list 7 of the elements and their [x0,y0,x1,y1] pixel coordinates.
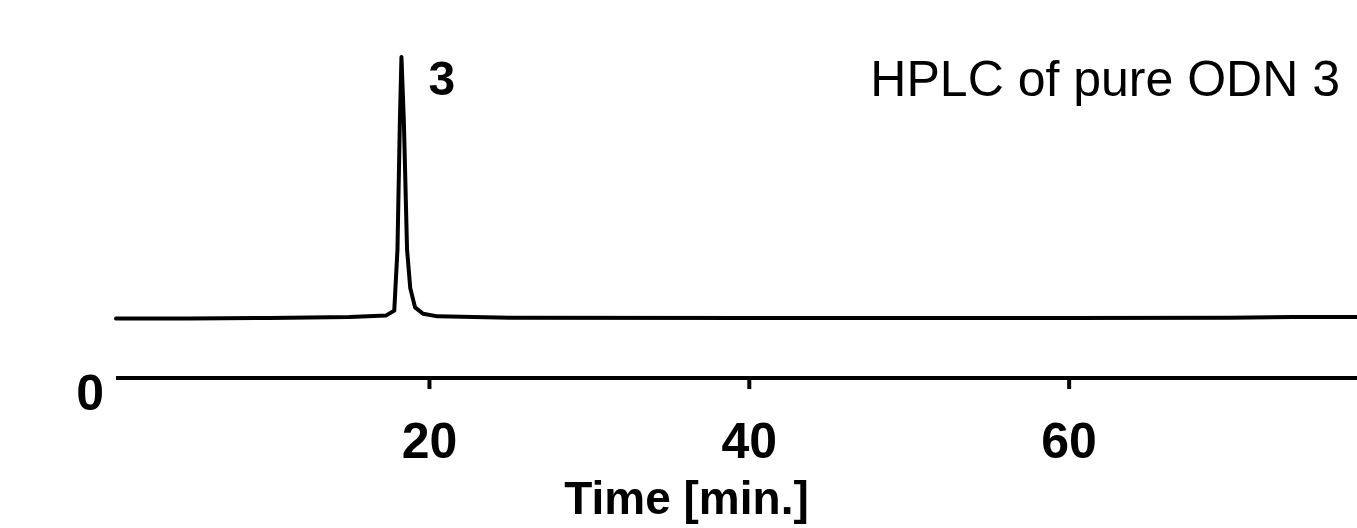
x-tick-label: 60 [1041,413,1097,469]
chart-title: HPLC of pure ODN 3 [870,51,1340,107]
x-tick-label: 40 [721,413,778,469]
annotation: 3 [428,52,456,105]
text: 0 [76,365,104,421]
x-tick-label: 20 [401,413,458,469]
x-axis-title: Time [min.] [564,472,809,524]
